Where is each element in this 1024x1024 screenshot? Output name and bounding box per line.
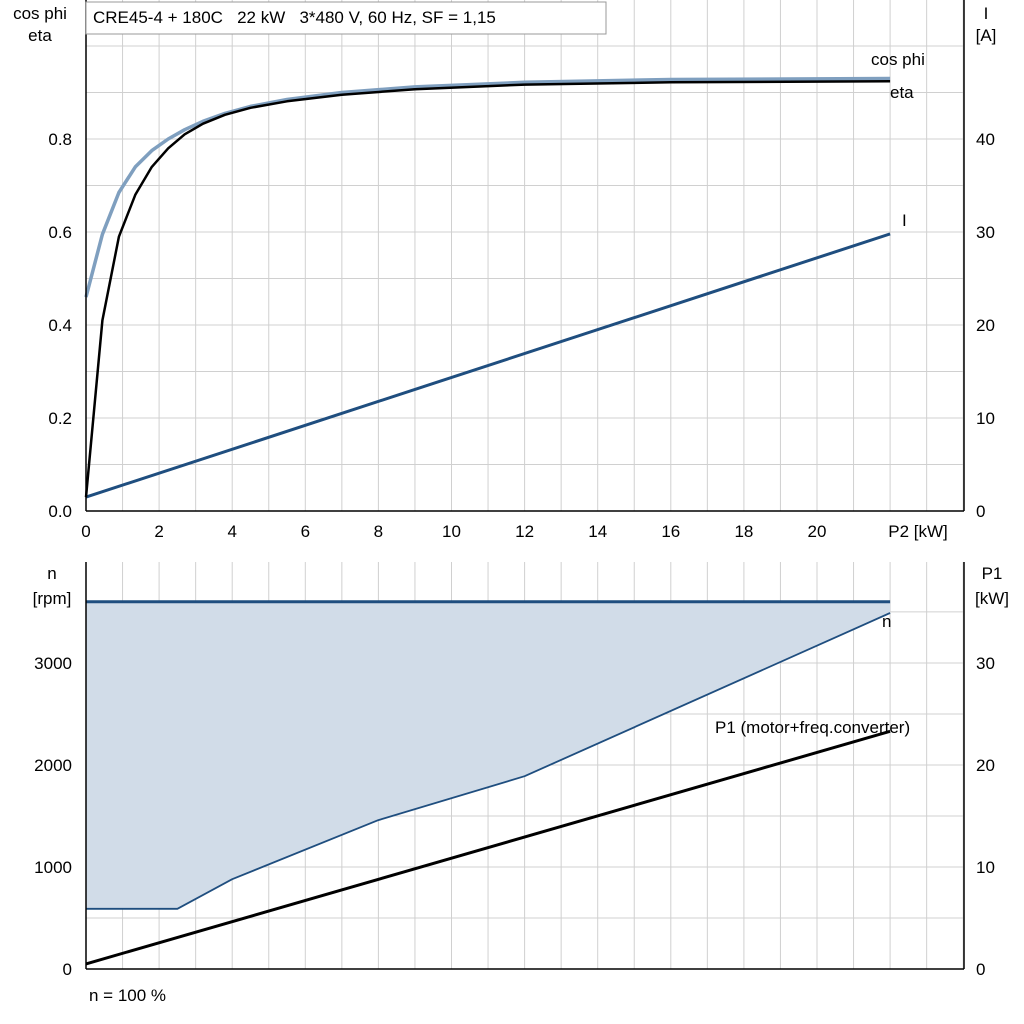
- series-label-speed: n: [882, 612, 891, 631]
- plot-frames: [85, 0, 965, 970]
- series-label-cos-phi: cos phi: [871, 50, 925, 69]
- title-box: [85, 1, 607, 35]
- y-right-tick-label: 30: [976, 223, 995, 242]
- series-label-eta: eta: [890, 83, 914, 102]
- speed-range-fill: [86, 601, 891, 909]
- x-tick-label: 20: [808, 522, 827, 541]
- x-tick-label: 14: [588, 522, 607, 541]
- x-axis-label-top: P2 [kW]: [888, 522, 948, 541]
- y-left-tick-label: 0.4: [48, 316, 72, 335]
- x-tick-label: 0: [81, 522, 90, 541]
- y-right-tick-label: 0: [976, 960, 985, 979]
- y-left-tick-label: 0.2: [48, 409, 72, 428]
- chart-series: [84, 76, 891, 966]
- y-right-tick-label: 20: [976, 316, 995, 335]
- cos-phi-line: [84, 76, 891, 298]
- y-left-label-top-line1: cos phi: [13, 4, 67, 23]
- x-tick-label: 8: [374, 522, 383, 541]
- y-left-tick-label: 0.8: [48, 130, 72, 149]
- y-left-tick-label: 0.0: [48, 502, 72, 521]
- series-label-current: I: [902, 211, 907, 230]
- y-left-label-bottom-line1: n: [47, 564, 56, 583]
- y-right-tick-label: 10: [976, 858, 995, 877]
- p1-line: [85, 729, 891, 966]
- y-right-tick-label: 40: [976, 130, 995, 149]
- x-tick-label: 10: [442, 522, 461, 541]
- tick-labels: 0 2 4 6 8 10 12 14 16 18 20 0.0 0.2 0.4 0.6 0.8 0 10 20 30 4…: [34, 130, 995, 979]
- x-tick-label: 18: [734, 522, 753, 541]
- x-tick-label: 12: [515, 522, 534, 541]
- y-right-tick-label: 10: [976, 409, 995, 428]
- x-tick-label: 16: [661, 522, 680, 541]
- y-right-tick-label: 30: [976, 654, 995, 673]
- y-right-label-top-line2: [A]: [976, 26, 997, 45]
- chart-title: CRE45-4 + 180C 22 kW 3*480 V, 60 Hz, SF …: [93, 8, 496, 27]
- y-left-tick-label: 3000: [34, 654, 72, 673]
- y-left-label-top-line2: eta: [28, 26, 52, 45]
- y-left-tick-label: 0: [63, 960, 72, 979]
- y-left-tick-label: 2000: [34, 756, 72, 775]
- eta-line: [84, 80, 891, 498]
- y-right-label-bottom-line1: P1: [982, 564, 1003, 583]
- y-right-tick-label: 20: [976, 756, 995, 775]
- current-line: [85, 232, 891, 499]
- speed-footnote: n = 100 %: [89, 986, 166, 1005]
- x-tick-label: 4: [227, 522, 236, 541]
- y-left-tick-label: 1000: [34, 858, 72, 877]
- min-speed-line: [86, 612, 891, 910]
- top-plot-grid: [86, 0, 964, 511]
- speed-range-area: [86, 601, 891, 909]
- y-left-tick-label: 0.6: [48, 223, 72, 242]
- y-left-label-bottom-line2: [rpm]: [33, 589, 72, 608]
- x-tick-label: 6: [301, 522, 310, 541]
- y-right-label-bottom-line2: [kW]: [975, 589, 1009, 608]
- y-right-label-top-line1: I: [984, 4, 989, 23]
- y-right-tick-label: 0: [976, 502, 985, 521]
- series-label-p1: P1 (motor+freq.converter): [715, 718, 910, 737]
- x-tick-label: 2: [154, 522, 163, 541]
